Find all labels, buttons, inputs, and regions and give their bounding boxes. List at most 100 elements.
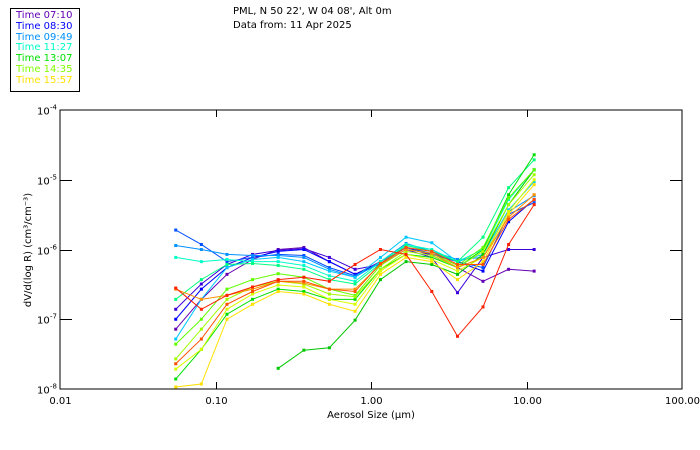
data-point (174, 385, 178, 389)
data-point (199, 278, 203, 282)
y-tick-label: 10 (37, 247, 50, 258)
data-point (199, 317, 203, 321)
series-4 (174, 194, 536, 279)
data-point (174, 228, 178, 232)
data-point (481, 235, 485, 239)
data-point (302, 260, 306, 264)
data-point (174, 244, 178, 248)
data-point (481, 255, 485, 259)
y-axis-label: dV/d(log R) (cm³/cm⁻³) (23, 193, 34, 307)
data-point (199, 307, 203, 311)
data-point (199, 337, 203, 341)
data-point (507, 217, 511, 221)
data-point (430, 262, 434, 266)
data-point (507, 203, 511, 207)
data-point (251, 297, 255, 301)
data-point (174, 297, 178, 301)
data-point (251, 302, 255, 306)
data-point (378, 269, 382, 273)
x-tick-label: 100.00 (665, 396, 700, 407)
data-point (251, 278, 255, 282)
data-point (174, 362, 178, 366)
data-point (456, 257, 460, 261)
y-tick-label: 10 (37, 107, 50, 118)
data-point (353, 275, 357, 279)
data-point (456, 266, 460, 270)
y-tick-label: 10 (37, 386, 50, 397)
data-point (276, 278, 280, 282)
data-point (507, 208, 511, 212)
data-point (532, 203, 536, 207)
data-point (353, 295, 357, 299)
data-point (532, 178, 536, 182)
data-point (327, 279, 331, 283)
data-point (225, 272, 229, 276)
data-point (353, 318, 357, 322)
data-point (174, 307, 178, 311)
data-point (327, 269, 331, 273)
data-point (430, 289, 434, 293)
data-point (199, 327, 203, 331)
data-point (353, 262, 357, 266)
data-point (404, 260, 408, 264)
data-point (532, 180, 536, 184)
chart-legend: Time 07:10 Time 08:30 Time 09:49 Time 11:27… (10, 8, 80, 92)
data-point (302, 255, 306, 259)
series-line (175, 184, 535, 388)
data-point (251, 260, 255, 264)
data-point (276, 254, 280, 258)
data-point (378, 261, 382, 265)
data-point (174, 357, 178, 361)
data-point (327, 297, 331, 301)
plot-frame (59, 109, 683, 390)
data-point (353, 309, 357, 313)
data-point (430, 241, 434, 245)
data-point (378, 272, 382, 276)
data-point (302, 281, 306, 285)
data-point (532, 168, 536, 172)
data-point (430, 248, 434, 251)
data-point (532, 153, 536, 157)
data-point (481, 252, 485, 256)
x-axis-label: Aerosol Size (μm) (327, 410, 415, 421)
data-point (276, 272, 280, 276)
data-point (327, 292, 331, 296)
data-point (532, 269, 536, 273)
data-point (378, 278, 382, 282)
x-tick-label: 0.10 (205, 396, 227, 407)
data-point (507, 220, 511, 224)
data-point (251, 254, 255, 258)
legend-entry: Time 09:49 (16, 31, 73, 43)
data-point (174, 327, 178, 331)
data-point (302, 279, 306, 283)
data-point (327, 260, 331, 264)
data-point (302, 267, 306, 271)
data-point (302, 248, 306, 251)
series-15 (174, 198, 536, 366)
data-point (507, 248, 511, 251)
data-point (251, 257, 255, 261)
data-point (276, 263, 280, 267)
data-point (404, 248, 408, 251)
y-tick-exponent: -4 (50, 104, 58, 112)
data-point (404, 245, 408, 249)
data-point (199, 347, 203, 351)
data-point (302, 275, 306, 279)
data-point (404, 255, 408, 259)
data-point (199, 287, 203, 291)
legend-entry: Time 14:35 (16, 63, 73, 75)
data-point (353, 287, 357, 291)
data-point (430, 257, 434, 261)
data-point (507, 193, 511, 197)
data-point (532, 183, 536, 187)
data-point (532, 198, 536, 202)
data-point (225, 302, 229, 306)
y-tick-exponent: -7 (50, 313, 57, 321)
series-13 (174, 183, 536, 389)
data-point (199, 242, 203, 246)
data-point (174, 255, 178, 259)
data-point (302, 285, 306, 289)
data-point (430, 254, 434, 258)
data-point (302, 289, 306, 293)
